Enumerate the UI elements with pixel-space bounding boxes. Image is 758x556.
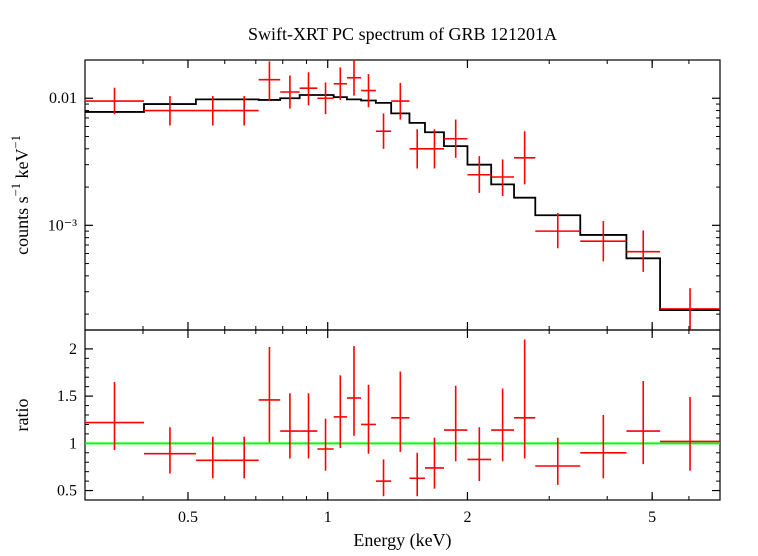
- x-tick-label: 1: [324, 509, 332, 526]
- y-bottom-tick-label: 0.5: [57, 483, 77, 500]
- y-bottom-tick-label: 1.5: [57, 388, 77, 405]
- y-bottom-tick-label: 1: [69, 435, 77, 452]
- y-bottom-axis-label: ratio: [12, 399, 32, 432]
- x-tick-label: 5: [648, 509, 656, 526]
- x-axis-label: Energy (keV): [353, 530, 451, 551]
- spectrum-figure: Swift-XRT PC spectrum of GRB 121201A 0.5 1…: [0, 0, 758, 556]
- x-tick-label: 2: [463, 509, 471, 526]
- x-tick-label: 0.5: [178, 509, 198, 526]
- y-bottom-tick-label: 2: [69, 341, 77, 358]
- y-top-tick-label: 0.01: [49, 90, 77, 107]
- chart-title: Swift-XRT PC spectrum of GRB 121201A: [248, 24, 557, 44]
- y-top-tick-label: 10⁻³: [48, 217, 77, 234]
